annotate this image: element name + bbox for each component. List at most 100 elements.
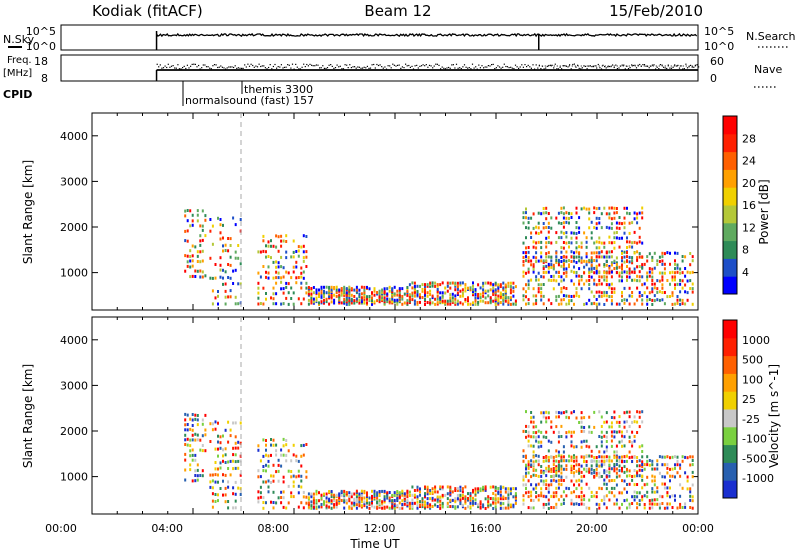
range-gate-cell [663,267,666,271]
range-gate-cell [398,299,401,303]
range-gate-cell [674,262,676,266]
range-gate-cell [290,475,293,479]
range-gate-cell [542,459,545,463]
range-gate-cell [575,487,578,491]
range-gate-cell [651,298,654,302]
range-gate-cell [562,502,565,505]
range-gate-cell [628,240,631,244]
range-gate-cell [237,466,240,470]
range-gate-cell [535,241,538,245]
range-gate-cell [413,284,416,288]
range-gate-cell [504,289,507,293]
range-gate-cell [656,298,659,302]
range-gate-cell [525,283,527,287]
range-gate-cell [615,207,618,210]
range-gate-cell [608,206,611,210]
range-gate-cell [424,492,426,496]
nave-point [424,65,426,67]
range-gate-cell [656,263,659,266]
range-gate-cell [186,264,189,268]
range-gate-cell [562,265,565,269]
range-gate-cell [325,285,328,289]
range-gate-cell [234,480,237,484]
nave-point [355,67,357,69]
range-gate-cell [227,506,230,510]
nave-point [408,64,410,67]
range-gate-cell [219,446,222,450]
range-gate-cell [201,469,204,473]
range-gate-cell [641,302,644,306]
range-gate-cell [651,271,654,275]
range-gate-cell [547,502,550,506]
range-gate-cell [378,494,381,497]
nave-point [661,64,663,66]
range-gate-cell [434,490,437,494]
range-gate-cell [368,297,371,301]
range-gate-cell [648,270,651,274]
range-gate-cell [570,231,573,235]
range-gate-cell [222,434,224,438]
range-gate-cell [646,495,649,499]
range-gate-cell [270,481,272,484]
range-gate-cell [626,240,628,244]
range-gate-cell [633,302,636,306]
range-gate-cell [618,271,621,275]
range-gate-cell [494,283,497,287]
range-gate-cell [494,505,497,509]
range-gate-cell [527,283,530,287]
range-gate-cell [446,299,449,303]
range-gate-cell [272,506,275,510]
nave-point [209,67,211,69]
range-gate-cell [295,250,298,253]
range-gate-cell [540,275,543,279]
range-gate-cell [532,455,535,459]
range-gate-cell [598,486,601,490]
nave-point [551,64,553,66]
range-gate-cell [474,299,477,303]
nave-point [376,63,378,66]
nave-point [320,67,322,69]
range-gate-cell [573,251,575,255]
range-gate-cell [446,485,449,489]
range-gate-cell [302,490,305,494]
range-gate-cell [676,471,679,475]
nave-point [546,65,548,67]
nave-point [569,64,571,66]
range-gate-cell [201,275,204,279]
range-gate-cell [494,501,497,505]
range-gate-cell [663,475,666,479]
range-gate-cell [234,435,237,439]
range-gate-cell [525,295,527,299]
nave-point [395,65,397,67]
range-gate-cell [219,223,222,227]
range-gate-cell [277,496,280,500]
range-gate-cell [691,455,694,459]
range-gate-cell [663,463,666,467]
range-gate-cell [307,496,310,500]
range-gate-cell [360,504,363,508]
range-gate-cell [562,490,565,494]
range-gate-cell [600,255,603,259]
range-gate-cell [479,502,482,506]
range-gate-cell [502,293,505,297]
range-gate-cell [474,501,477,505]
range-gate-cell [280,302,283,306]
range-gate-cell [535,302,538,306]
range-gate-cell [265,297,267,301]
range-gate-cell [636,456,639,459]
range-gate-cell [340,301,343,305]
range-gate-cell [610,290,613,294]
range-gate-cell [199,438,202,442]
range-gate-cell [636,491,639,495]
range-gate-cell [504,291,507,295]
range-gate-cell [595,459,598,463]
range-gate-cell [638,211,641,215]
range-gate-cell [560,483,563,487]
nave-point [545,67,547,69]
range-gate-cell [479,299,482,303]
range-gate-cell [570,467,573,471]
range-gate-cell [600,415,603,419]
range-gate-cell [598,221,601,225]
range-gate-cell [575,226,578,230]
range-gate-cell [429,505,432,509]
